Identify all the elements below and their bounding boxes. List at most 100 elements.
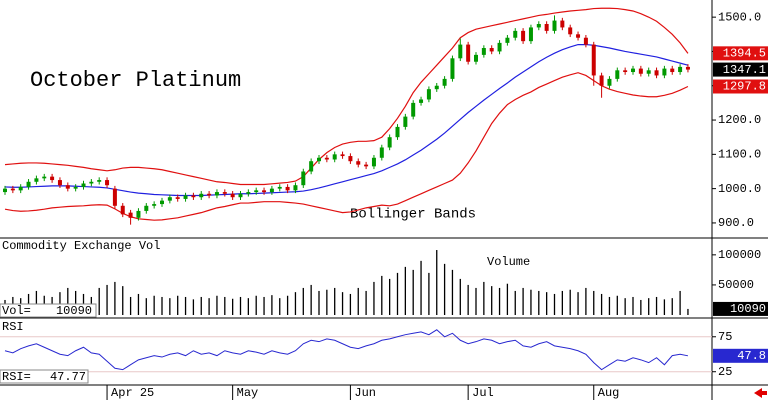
x-tick-label: Jun: [354, 386, 376, 400]
candle-body: [175, 197, 180, 199]
candle-body: [505, 37, 510, 43]
candle-body: [481, 48, 486, 55]
y-tick-label: 75: [718, 330, 732, 344]
candle-body: [214, 192, 219, 196]
upper-band-box: [713, 46, 768, 61]
panel-title: RSI: [2, 320, 24, 334]
candle-body: [128, 212, 133, 218]
scroll-arrow[interactable]: [754, 388, 767, 398]
candle-body: [685, 66, 690, 70]
readout-frame: [0, 303, 97, 318]
candle-body: [528, 27, 533, 42]
candle-body: [97, 180, 102, 182]
lower-band-box: [713, 79, 768, 94]
candle-body: [568, 27, 573, 35]
y-tick-label: 25: [718, 365, 732, 379]
candle-body: [599, 75, 604, 86]
candle-body: [309, 161, 314, 172]
candle-body: [144, 205, 149, 211]
candle-body: [623, 70, 628, 73]
bollinger-middle: [4, 43, 689, 197]
candle-body: [615, 70, 620, 79]
candle-body: [246, 192, 251, 194]
candle-body: [489, 48, 494, 52]
candle-body: [513, 30, 518, 38]
candle-body: [293, 185, 298, 191]
candle-body: [112, 188, 117, 206]
y-tick-label: 1100.0: [718, 148, 761, 162]
candle-body: [442, 78, 447, 86]
candle-body: [364, 164, 369, 167]
candle-body: [662, 68, 667, 76]
candle-body: [332, 154, 337, 160]
candle-body: [105, 180, 110, 186]
x-tick-label: Aug: [598, 386, 620, 400]
readout-label: RSI=: [2, 370, 31, 384]
candle-body: [65, 185, 70, 189]
candle-body: [348, 156, 353, 162]
candle-body: [207, 193, 212, 196]
candle-body: [411, 102, 416, 117]
candle-body: [34, 178, 39, 182]
x-tick-label: Apr 25: [111, 386, 154, 400]
annotation: Volume: [487, 255, 530, 269]
y-tick-label: 1500.0: [718, 10, 761, 24]
candle-body: [73, 186, 78, 189]
candle-body: [199, 193, 204, 198]
candle-body: [183, 195, 188, 199]
lower-band-box-label: 1297.8: [723, 80, 766, 94]
y-tick-label: 1200.0: [718, 113, 761, 127]
candle-body: [301, 171, 306, 186]
readout-value: 47.77: [50, 370, 86, 384]
candle-body: [379, 147, 384, 158]
last-price-box-label: 1347.1: [723, 63, 766, 77]
candle-body: [152, 204, 157, 206]
candle-body: [269, 188, 274, 193]
candle-body: [583, 37, 588, 45]
candle-body: [277, 186, 282, 189]
candle-body: [222, 192, 227, 194]
candle-body: [26, 181, 31, 187]
candle-body: [160, 200, 164, 205]
candle-body: [474, 54, 478, 62]
candle-body: [3, 188, 7, 193]
rsi-box: [713, 348, 768, 363]
candle-body: [544, 24, 549, 31]
candle-body: [89, 181, 94, 184]
candle-body: [81, 183, 86, 187]
candle-body: [42, 176, 47, 179]
candle-body: [254, 190, 259, 193]
candle-body: [18, 186, 23, 191]
candle-body: [191, 195, 196, 198]
candle-body: [419, 99, 424, 103]
bollinger-upper: [4, 7, 689, 186]
annotation: Bollinger Bands: [350, 207, 476, 223]
candle-body: [403, 116, 408, 127]
candle-body: [591, 44, 596, 76]
candle-body: [638, 68, 643, 74]
candle-body: [426, 89, 431, 100]
readout-label: Vol=: [2, 304, 31, 318]
candle-body: [678, 66, 683, 73]
candle-body: [285, 186, 290, 191]
y-tick-label: 1000.0: [718, 182, 761, 196]
candle-body: [120, 205, 125, 215]
last-price-box: [713, 62, 768, 77]
readout-value: 10090: [56, 304, 92, 318]
candle-body: [262, 190, 267, 193]
x-tick-label: Jul: [472, 386, 494, 400]
y-tick-label: 50000: [718, 278, 754, 292]
candle-body: [497, 42, 502, 52]
x-tick-label: May: [237, 386, 259, 400]
candle-body: [238, 193, 243, 198]
y-tick-label: 100000: [718, 248, 761, 262]
candle-body: [434, 85, 439, 90]
candle-body: [387, 137, 392, 148]
candle-body: [654, 70, 659, 76]
candle-body: [10, 188, 15, 191]
candle-body: [466, 44, 471, 62]
candle-body: [356, 161, 361, 165]
candle-body: [230, 193, 235, 198]
candle-body: [646, 70, 651, 74]
